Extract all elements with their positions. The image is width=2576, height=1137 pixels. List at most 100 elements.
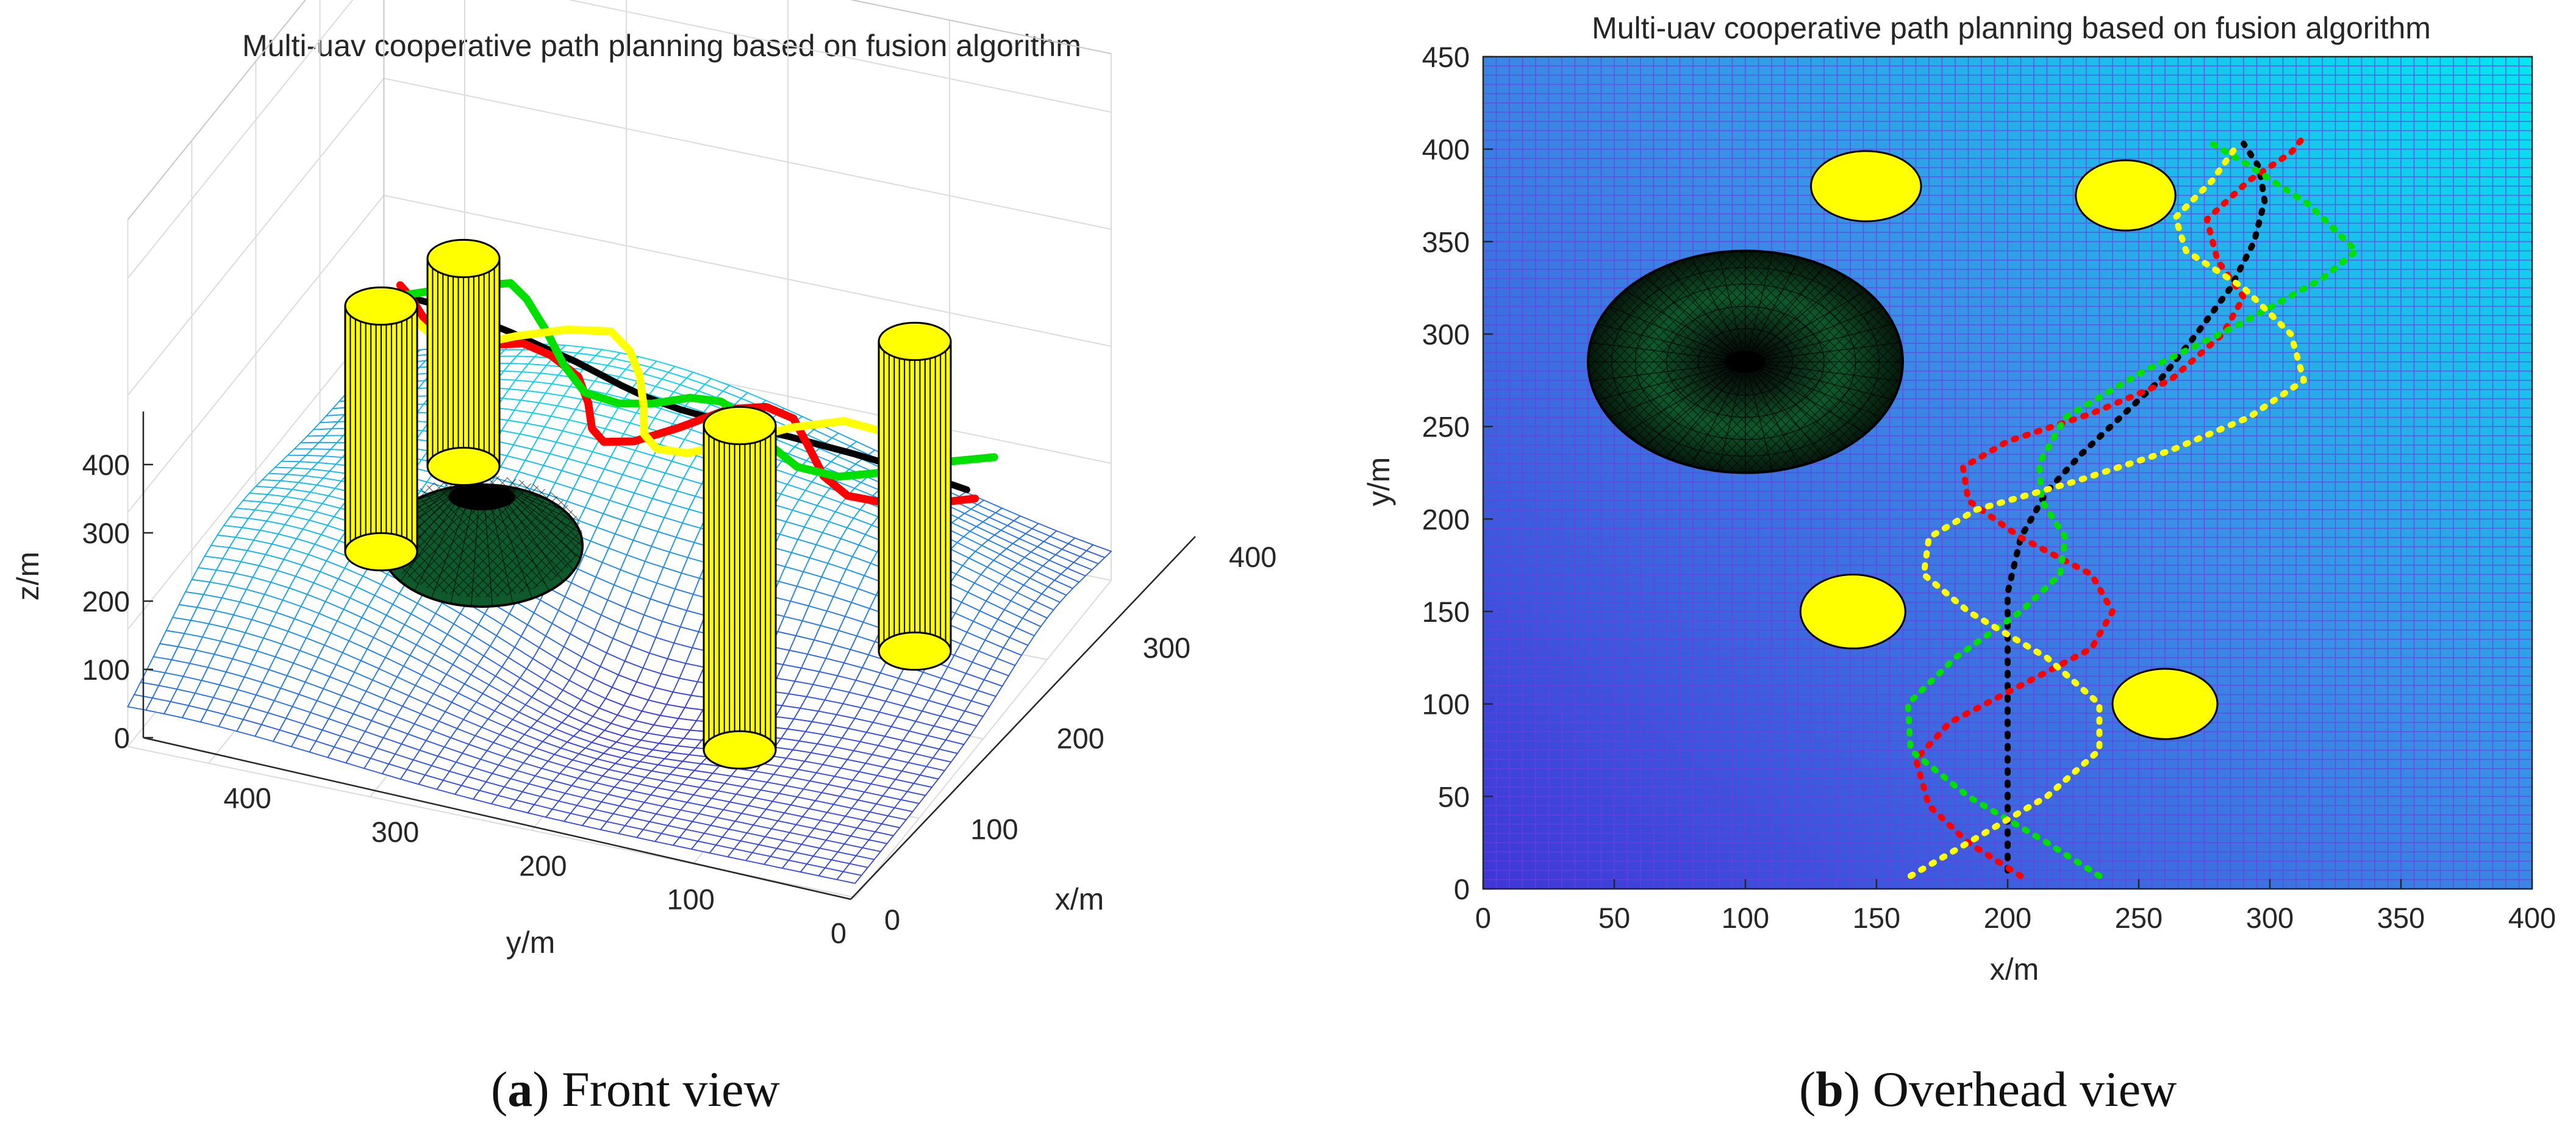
torus-spoke	[1597, 323, 1728, 358]
terrain-surface	[127, 343, 1112, 884]
terrain-mesh-band	[381, 686, 887, 780]
x-tick-label: 200	[1984, 902, 2031, 934]
torus-spoke-3d	[471, 510, 479, 607]
torus-spoke	[1761, 368, 1882, 418]
cylinder-bottom	[703, 730, 777, 770]
torus-spoke-3d	[504, 507, 550, 591]
terrain-mesh-band	[621, 720, 673, 744]
z-tick-label: 300	[82, 517, 130, 549]
torus-spoke	[1762, 366, 1894, 401]
y-tick-label-3d: 100	[667, 883, 714, 916]
torus-spoke-3d	[498, 508, 533, 599]
torus-spoke-3d	[508, 504, 564, 582]
front-view-title: Multi-uav cooperative path planning base…	[242, 29, 1081, 63]
terrain-mesh-band	[127, 624, 833, 723]
x-axis-label-3d: x/m	[1055, 882, 1104, 916]
terrain-mesh-band	[448, 696, 942, 777]
x-tick-label: 150	[1853, 902, 1900, 934]
torus-spoke-3d	[414, 486, 460, 501]
torus-spoke	[1759, 290, 1866, 354]
torus-hole	[1725, 351, 1766, 373]
cylinder-obstacle-top-4	[2111, 668, 2219, 740]
torus-spoke	[1762, 323, 1894, 358]
x-tick-label: 250	[2115, 902, 2163, 934]
cylinder-facets	[349, 306, 413, 552]
x-axis-line-3d	[850, 536, 1196, 900]
cylinder-top	[344, 286, 418, 326]
torus-spoke	[1625, 369, 1731, 434]
cylinder-top	[878, 321, 952, 362]
cylinder-facets	[432, 258, 495, 466]
cylinder-bottom	[344, 532, 418, 572]
terrain-mesh-band	[878, 700, 990, 718]
overhead-view-chart: Multi-uav cooperative path planning base…	[1362, 11, 2556, 986]
torus-mesh-3d	[381, 476, 582, 597]
cylinder-obstacle-top-3	[1799, 573, 1906, 650]
terrain-mesh-band	[178, 591, 205, 608]
torus-spoke-3d	[450, 509, 472, 604]
x-tick-label-3d: 400	[1229, 541, 1276, 573]
front-view-obstacles	[344, 238, 952, 770]
y-tick-label: 450	[1422, 41, 1470, 73]
terrain-mesh-band	[469, 667, 961, 720]
torus-spoke-3d	[509, 488, 564, 510]
x-axis-label: x/m	[1990, 952, 2039, 986]
torus-spoke-3d	[413, 507, 460, 591]
uav-path-red	[1912, 137, 2305, 879]
x-tick-label-3d: 0	[884, 904, 900, 936]
z-axis-label: z/m	[11, 552, 45, 601]
z-tick-label: 100	[82, 654, 130, 686]
cylinder-obstacle-top-1	[1810, 150, 1922, 223]
torus-spoke-3d	[514, 493, 581, 533]
overhead-ticks: 0 50 100 150 200 250 300 350 400 0 50 100 150 200 250 3…	[1422, 41, 2556, 934]
torus-spoke	[1759, 369, 1866, 434]
x-tick-label: 50	[1598, 902, 1630, 934]
torus-obstacle	[1587, 249, 1904, 474]
cylinder-obstacle-4	[703, 405, 777, 770]
uav-path-3d-green	[377, 279, 998, 481]
y-tick-label-3d: 400	[224, 782, 271, 814]
torus-spoke-3d	[485, 483, 493, 486]
uav-path-black	[2005, 140, 2268, 874]
y-tick-label-3d: 200	[519, 849, 567, 882]
x-tick-label: 400	[2508, 902, 2556, 934]
cylinder-top	[703, 405, 777, 446]
y-tick-label: 50	[1438, 780, 1470, 813]
torus-spoke-3d	[515, 496, 583, 546]
torus-spoke-3d	[504, 486, 549, 501]
overhead-view-panel: Multi-uav cooperative path planning base…	[1342, 0, 2576, 1036]
torus-spoke-3d	[498, 485, 532, 494]
cylinder-obstacle-top-2	[2075, 159, 2177, 232]
torus-spoke-3d	[431, 508, 466, 599]
y-tick-label: 350	[1422, 226, 1470, 258]
x-tick-label-3d: 200	[1057, 722, 1104, 755]
y-tick-label: 300	[1422, 318, 1470, 351]
cylinder-obstacle-2	[426, 238, 501, 487]
y-tick-label: 100	[1422, 688, 1470, 721]
terrain-mesh-band	[351, 668, 1010, 759]
cylinder-obstacle-3	[878, 321, 952, 671]
torus-spoke	[1625, 290, 1731, 354]
torus-spoke	[1761, 305, 1882, 356]
terrain-mesh-band	[597, 729, 710, 754]
torus-spoke	[1590, 363, 1727, 382]
cylinder-obstacle-1	[344, 286, 418, 572]
terrain-mesh	[1483, 56, 2533, 889]
z-tick-label: 0	[114, 722, 130, 754]
torus-ring	[1611, 267, 1880, 457]
torus-ring	[1697, 328, 1794, 396]
y-tick-label: 400	[1422, 134, 1470, 166]
torus-ring	[1634, 283, 1856, 440]
terrain-mesh-band	[431, 677, 948, 772]
torus-spoke-3d	[512, 502, 574, 571]
cylinder-bottom	[426, 446, 501, 487]
cylinder-facets	[708, 426, 771, 750]
front-view-panel: Multi-uav cooperative path planning base…	[0, 0, 1342, 1036]
cylinder-facets	[883, 341, 946, 651]
torus-spoke-3d	[485, 510, 493, 607]
front-view-chart: Multi-uav cooperative path planning base…	[11, 0, 1276, 960]
y-tick-label: 150	[1422, 596, 1470, 628]
x-tick-label: 100	[1722, 902, 1769, 934]
cylinder-top	[426, 238, 501, 279]
torus-spoke	[1609, 305, 1730, 356]
